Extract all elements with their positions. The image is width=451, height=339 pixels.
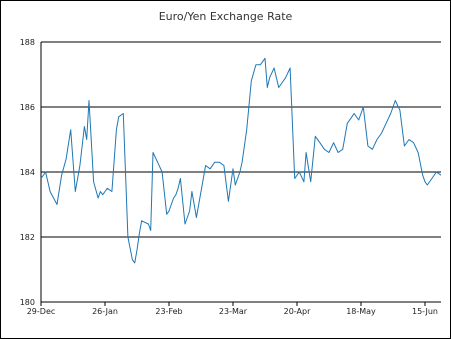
series bbox=[40, 57, 442, 264]
x-tick-label: 29-Dec bbox=[27, 307, 56, 316]
x-tick-label: 18-May bbox=[346, 307, 376, 316]
gridlines bbox=[41, 41, 441, 303]
x-tick-label: 23-Feb bbox=[155, 307, 182, 316]
y-tick-label: 186 bbox=[20, 103, 35, 112]
y-tick-label: 182 bbox=[20, 233, 35, 242]
y-tick-label: 180 bbox=[20, 298, 35, 307]
chart-title: Euro/Yen Exchange Rate bbox=[158, 10, 293, 23]
x-tick-label: 26-Jan bbox=[92, 307, 118, 316]
x-tick-label: 15-Jun bbox=[412, 307, 438, 316]
series-line-0 bbox=[40, 57, 442, 264]
axes bbox=[40, 42, 426, 306]
x-tick-label: 23-Mar bbox=[219, 307, 248, 316]
y-tick-label: 188 bbox=[20, 38, 35, 47]
x-tick-label: 20-Apr bbox=[284, 307, 311, 316]
tick-labels: 180 182 184 186 188 29-Dec 26-Jan 23-Feb 23-Mar 2… bbox=[20, 38, 438, 316]
y-tick-label: 184 bbox=[20, 168, 35, 177]
